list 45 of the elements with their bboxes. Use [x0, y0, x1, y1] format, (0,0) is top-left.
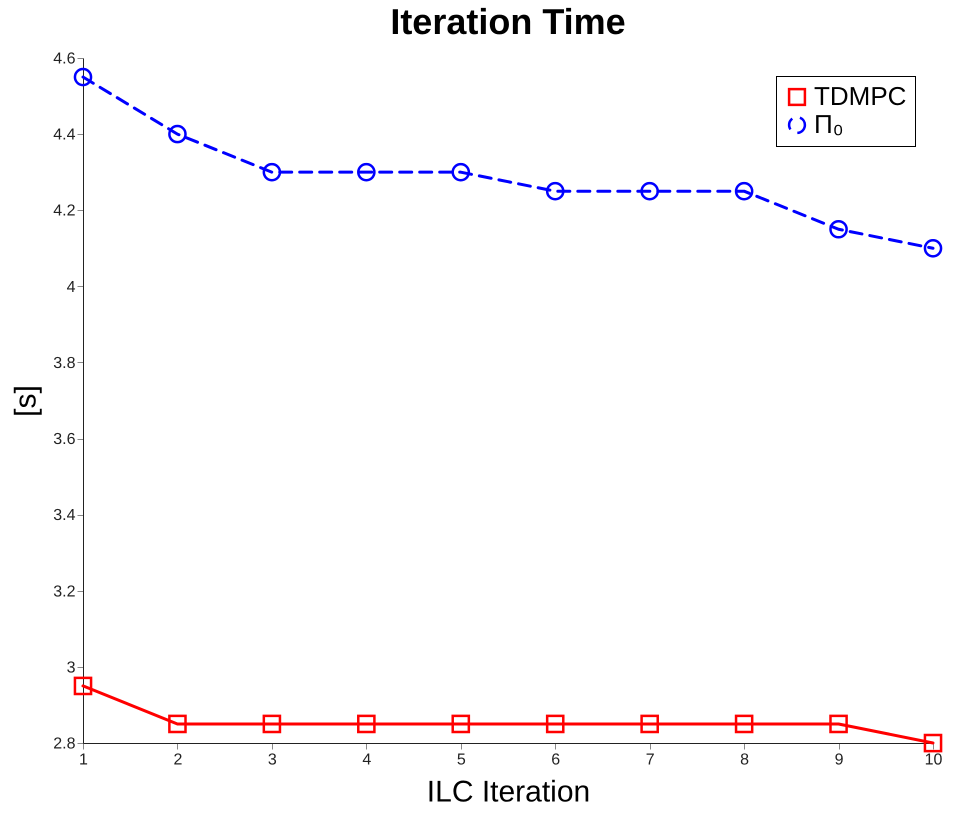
- point: [451, 162, 470, 182]
- point: [262, 714, 282, 734]
- x-tick-label: 3: [268, 752, 277, 768]
- point: [829, 714, 848, 734]
- point: [924, 734, 942, 752]
- x-axis-title: ILC Iteration: [426, 776, 590, 808]
- y-tick-label: 4: [66, 278, 76, 296]
- point: [168, 124, 187, 144]
- y-tick-label: 2.8: [53, 736, 76, 752]
- legend-label: TDMPC: [814, 81, 906, 111]
- point: [546, 182, 565, 200]
- x-tick-label: 7: [646, 752, 655, 768]
- y-tick-label: 3.2: [53, 583, 76, 600]
- point: [924, 238, 942, 258]
- x-tick-label: 4: [362, 752, 372, 768]
- point: [74, 676, 92, 696]
- x-tick-label: 5: [456, 752, 466, 768]
- x-tick-label: 1: [79, 752, 88, 768]
- point: [734, 714, 754, 734]
- point: [451, 714, 470, 734]
- chart-title: Iteration Time: [390, 1, 626, 42]
- x-tick-label: 2: [173, 752, 182, 768]
- x-tick-label: 10: [924, 752, 942, 768]
- y-tick-label: 3.6: [53, 431, 76, 448]
- y-tick-label: 4.2: [53, 202, 76, 220]
- y-tick-label: 4.4: [53, 126, 76, 144]
- legend-label: Π₀: [814, 109, 844, 139]
- point: [829, 220, 848, 239]
- point: [357, 714, 376, 734]
- point: [640, 182, 659, 200]
- point: [734, 182, 754, 200]
- y-tick-label: 3: [66, 659, 76, 676]
- point: [262, 162, 282, 182]
- y-tick-label: 3.8: [53, 354, 76, 372]
- x-tick-label: 6: [551, 752, 560, 768]
- x-tick-label: 8: [740, 752, 750, 768]
- point: [640, 714, 659, 734]
- y-tick-label: 4.6: [53, 50, 76, 68]
- point: [168, 714, 187, 734]
- y-axis-title: [s]: [9, 385, 42, 417]
- y-tick-label: 3.4: [53, 507, 76, 524]
- x-tick-label: 9: [834, 752, 844, 768]
- point: [546, 714, 565, 734]
- point: [74, 68, 92, 86]
- point: [357, 162, 376, 182]
